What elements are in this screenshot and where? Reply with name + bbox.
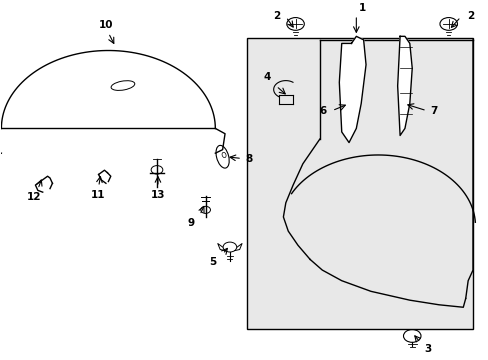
Text: 1: 1: [358, 3, 365, 13]
Text: 5: 5: [209, 257, 216, 267]
Text: 7: 7: [429, 106, 437, 116]
Text: 2: 2: [466, 11, 473, 21]
Text: 10: 10: [99, 20, 113, 30]
Text: 3: 3: [424, 345, 431, 355]
Text: 4: 4: [264, 72, 271, 82]
Text: 12: 12: [27, 192, 41, 202]
Text: 2: 2: [272, 11, 280, 21]
Polygon shape: [397, 36, 411, 135]
Text: 11: 11: [90, 190, 105, 200]
Text: 9: 9: [187, 218, 195, 228]
FancyBboxPatch shape: [246, 38, 472, 329]
Text: 8: 8: [245, 153, 252, 163]
Text: 13: 13: [150, 190, 165, 200]
Polygon shape: [339, 36, 366, 143]
Text: 6: 6: [318, 106, 325, 116]
